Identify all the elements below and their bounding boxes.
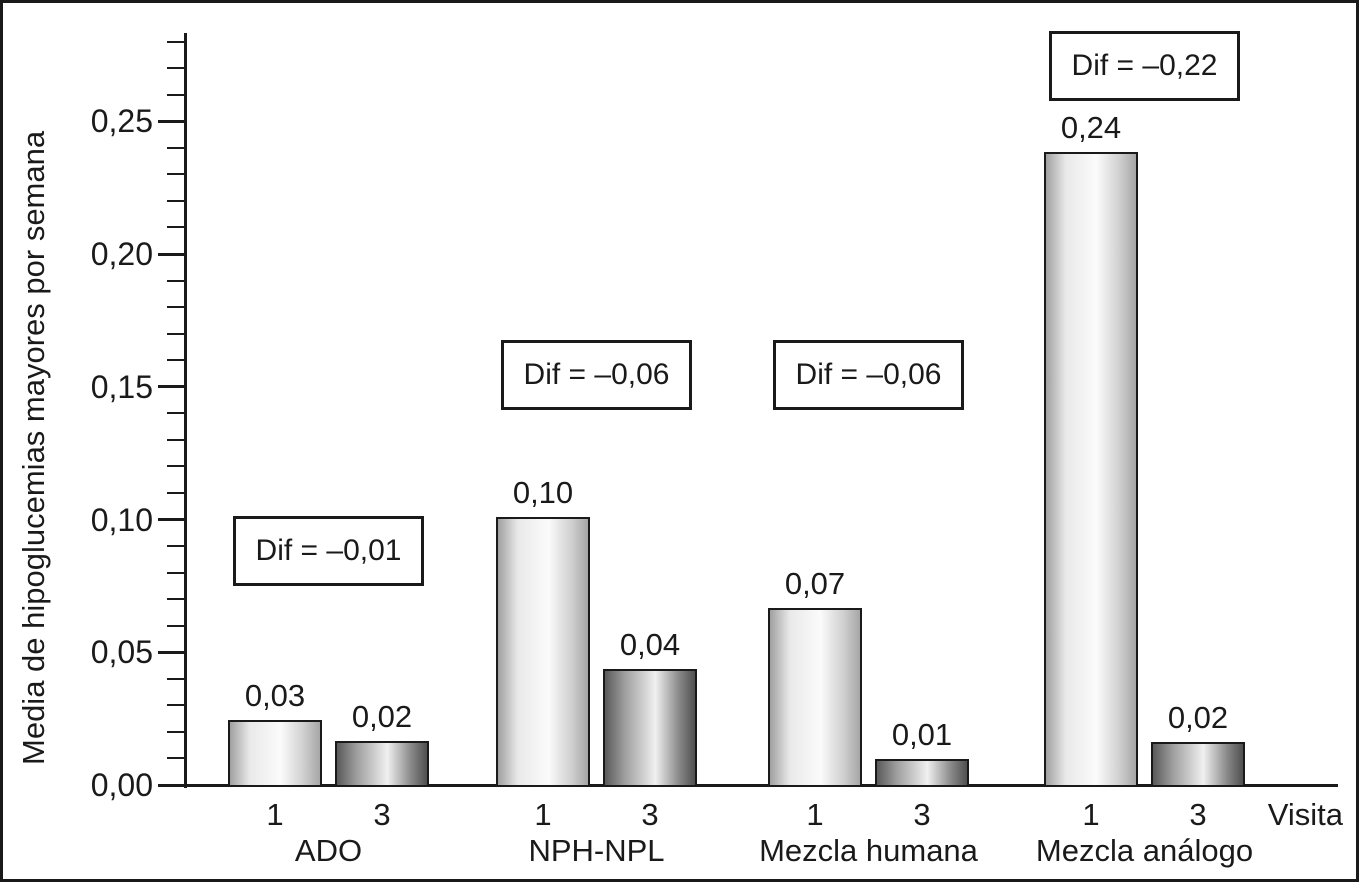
y-axis-title: Media de hipoglucemias mayores por seman… <box>16 130 51 766</box>
y-tick-minor <box>167 571 186 574</box>
visit-tick-label: 3 <box>373 797 391 832</box>
y-tick-minor <box>167 438 186 441</box>
y-tick-minor <box>167 677 186 680</box>
bar-ADO-visita-3 <box>335 741 429 785</box>
y-tick-minor <box>167 40 186 43</box>
y-tick-minor <box>167 598 186 601</box>
visit-tick-label: 1 <box>1082 797 1100 832</box>
dif-box: Dif = –0,22 <box>1049 31 1240 101</box>
y-tick-major <box>158 119 186 123</box>
visit-tick-label: 3 <box>913 797 931 832</box>
group-label: Mezcla análogo <box>1035 833 1254 868</box>
group-label: ADO <box>294 833 363 868</box>
y-tick-minor <box>167 173 186 176</box>
visit-tick-label: 3 <box>1189 797 1207 832</box>
y-tick-label: 0,05 <box>90 634 153 671</box>
x-axis-line <box>184 784 1338 787</box>
bar-Mezcla análogo-visita-1 <box>1044 152 1138 785</box>
dif-box: Dif = –0,01 <box>233 516 424 586</box>
bar-NPH-NPL-visita-3 <box>603 669 697 785</box>
y-tick-minor <box>167 491 186 494</box>
y-tick-minor <box>167 332 186 335</box>
bar-value-label: 0,07 <box>784 566 846 601</box>
y-axis-line <box>184 33 187 788</box>
y-tick-minor <box>167 757 186 760</box>
y-tick-minor <box>167 704 186 707</box>
y-tick-label: 0,00 <box>90 767 153 803</box>
y-tick-minor <box>167 279 186 282</box>
bar-value-label: 0,02 <box>1167 700 1229 735</box>
visit-tick-label: 1 <box>806 797 824 832</box>
y-tick-label: 0,15 <box>90 368 153 405</box>
visit-tick-label: 1 <box>534 797 552 832</box>
y-tick-minor <box>167 545 186 548</box>
bar-ADO-visita-1 <box>228 720 322 785</box>
bar-value-label: 0,24 <box>1060 110 1122 145</box>
y-tick-label: 0,10 <box>90 501 153 538</box>
bar-value-label: 0,01 <box>891 717 953 752</box>
group-label: Mezcla humana <box>759 833 978 868</box>
y-tick-major <box>158 783 186 787</box>
y-tick-label: 0,20 <box>90 236 153 272</box>
bar-value-label: 0,04 <box>619 627 681 662</box>
y-tick-minor <box>167 226 186 229</box>
y-tick-minor <box>167 67 186 70</box>
visit-tick-label: 3 <box>641 797 659 832</box>
y-tick-minor <box>167 146 186 149</box>
y-tick-major <box>158 518 186 521</box>
y-tick-minor <box>167 306 186 309</box>
bar-value-label: 0,10 <box>512 475 574 510</box>
y-tick-minor <box>167 730 186 733</box>
bar-value-label: 0,02 <box>351 699 413 734</box>
bar-Mezcla humana-visita-3 <box>875 759 969 785</box>
bar-NPH-NPL-visita-1 <box>496 517 590 785</box>
bar-value-label: 0,03 <box>244 678 306 713</box>
y-tick-minor <box>167 624 186 627</box>
bar-Mezcla humana-visita-1 <box>768 608 862 785</box>
y-tick-minor <box>167 199 186 202</box>
dif-box: Dif = –0,06 <box>773 340 964 410</box>
y-tick-label: 0,25 <box>90 103 153 140</box>
y-tick-minor <box>167 359 186 362</box>
y-tick-major <box>158 252 186 256</box>
y-tick-minor <box>167 93 186 96</box>
visit-tick-label: 1 <box>266 797 284 832</box>
y-tick-minor <box>167 412 186 415</box>
y-tick-major <box>158 650 186 654</box>
x-axis-title: Visita <box>1267 797 1343 832</box>
y-tick-major <box>158 385 186 389</box>
y-tick-minor <box>167 465 186 468</box>
bar-Mezcla análogo-visita-3 <box>1151 742 1245 785</box>
dif-box: Dif = –0,06 <box>501 340 692 410</box>
group-label: NPH-NPL <box>528 833 665 868</box>
